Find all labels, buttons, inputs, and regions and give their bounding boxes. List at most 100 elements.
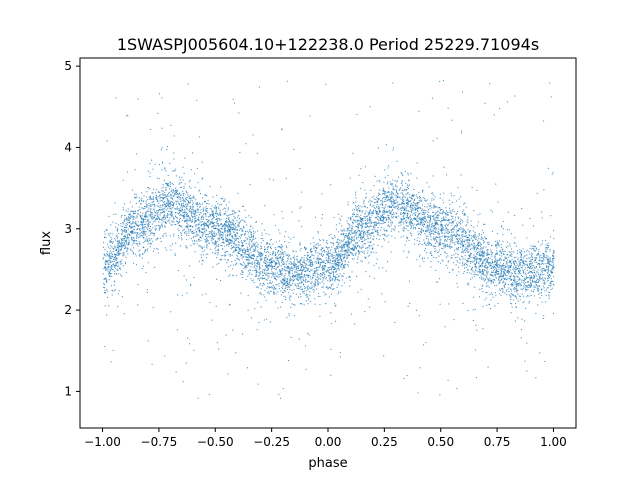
data-point <box>163 196 165 198</box>
data-point <box>341 248 343 250</box>
data-point <box>184 208 186 210</box>
data-point <box>499 240 501 242</box>
data-point <box>339 239 341 241</box>
data-point <box>392 188 394 190</box>
data-point <box>171 213 173 215</box>
data-point <box>231 219 233 221</box>
data-point <box>453 234 455 236</box>
data-point <box>430 219 432 221</box>
data-point <box>164 206 166 208</box>
data-point <box>126 242 128 244</box>
data-point <box>203 223 205 225</box>
data-point <box>157 252 159 254</box>
data-point <box>439 193 441 195</box>
data-point <box>230 222 232 224</box>
data-point <box>337 279 339 281</box>
data-point <box>139 200 141 202</box>
data-point <box>506 274 508 276</box>
data-point <box>374 226 376 228</box>
data-point <box>229 230 231 232</box>
data-point <box>519 270 521 272</box>
data-point <box>130 231 132 233</box>
data-point <box>169 214 171 216</box>
data-point <box>478 238 480 240</box>
data-point <box>165 189 167 191</box>
data-point <box>232 231 234 233</box>
data-point <box>312 237 314 239</box>
data-point <box>474 308 476 310</box>
data-point <box>411 219 413 221</box>
data-point <box>217 245 219 247</box>
data-point <box>277 246 279 248</box>
data-point <box>498 263 500 265</box>
data-point <box>150 229 152 231</box>
data-point <box>269 254 271 256</box>
data-point <box>524 263 526 265</box>
data-point <box>458 234 460 236</box>
data-point <box>206 207 208 209</box>
data-point <box>433 211 435 213</box>
data-point <box>269 262 271 264</box>
data-point <box>209 216 211 218</box>
data-point <box>133 229 135 231</box>
data-point <box>185 246 187 248</box>
data-point <box>124 234 126 236</box>
data-point <box>256 250 258 252</box>
data-point <box>293 255 295 257</box>
data-point <box>517 276 519 278</box>
data-point <box>203 222 205 224</box>
data-point <box>282 259 284 261</box>
data-point <box>429 208 431 210</box>
data-point <box>509 251 511 253</box>
data-point <box>309 287 311 289</box>
data-point <box>452 216 454 218</box>
data-point <box>343 266 345 268</box>
data-point <box>280 290 282 292</box>
data-point <box>498 283 500 285</box>
data-point <box>387 234 389 236</box>
data-point <box>126 241 128 243</box>
data-point <box>250 216 252 218</box>
data-point <box>170 190 172 192</box>
data-point <box>326 252 328 254</box>
data-point <box>489 273 491 275</box>
data-point <box>263 277 265 279</box>
data-point <box>152 213 154 215</box>
data-point <box>202 234 204 236</box>
data-point <box>232 98 234 100</box>
data-point <box>216 241 218 243</box>
data-point <box>508 277 510 279</box>
data-point <box>405 194 407 196</box>
data-point <box>479 254 481 256</box>
data-point <box>275 257 277 259</box>
data-point <box>321 251 323 253</box>
data-point <box>164 208 166 210</box>
data-point <box>128 214 130 216</box>
data-point <box>550 260 552 262</box>
data-point <box>439 249 441 251</box>
data-point <box>533 250 535 252</box>
data-point <box>334 251 336 253</box>
data-point <box>376 204 378 206</box>
data-point <box>165 222 167 224</box>
data-point <box>194 241 196 243</box>
data-point <box>406 256 408 258</box>
data-point <box>258 251 260 253</box>
data-point <box>113 263 115 265</box>
data-point <box>487 260 489 262</box>
data-point <box>322 268 324 270</box>
data-point <box>235 264 237 266</box>
data-point <box>427 203 429 205</box>
data-point <box>231 213 233 215</box>
data-point <box>151 218 153 220</box>
data-point <box>235 247 237 249</box>
data-point <box>411 223 413 225</box>
data-point <box>275 241 277 243</box>
data-point <box>539 256 541 258</box>
data-point <box>388 187 390 189</box>
data-point <box>235 246 237 248</box>
data-point <box>146 250 148 252</box>
data-point <box>365 223 367 225</box>
data-point <box>495 276 497 278</box>
data-point <box>457 248 459 250</box>
